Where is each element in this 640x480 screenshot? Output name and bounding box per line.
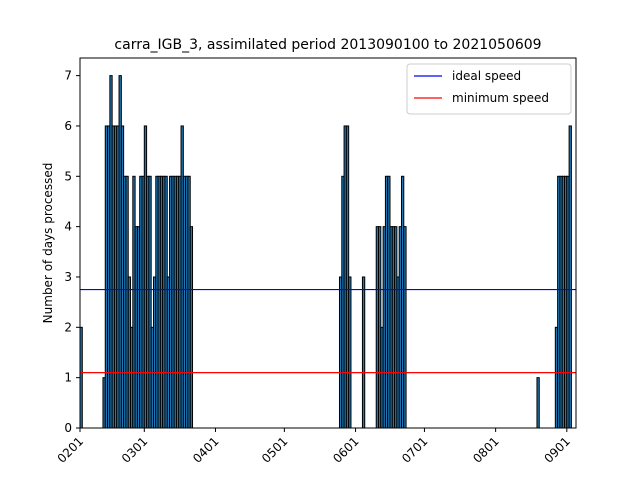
y-tick-label: 0: [64, 421, 72, 435]
bar-day-213: [568, 125, 572, 429]
chart-title: carra_IGB_3, assimilated period 20130901…: [114, 37, 541, 53]
y-axis-ticks: 0 1 2 3 4 5 6 7: [64, 69, 80, 435]
y-tick-label: 5: [64, 169, 72, 183]
legend: ideal speed minimum speed: [406, 63, 572, 115]
y-tick-label: 7: [64, 69, 72, 83]
legend-box: [406, 63, 572, 115]
bar-day-117: [348, 276, 352, 429]
y-tick-label: 1: [64, 371, 72, 385]
y-tick-label: 3: [64, 270, 72, 284]
legend-label-ideal-speed: ideal speed: [452, 69, 521, 83]
bar-day-48: [189, 226, 194, 429]
bar-day-141: [403, 226, 407, 429]
y-tick-label: 4: [64, 220, 72, 234]
y-tick-label: 2: [64, 320, 72, 334]
plot-frame: [79, 57, 577, 429]
bar-day-123: [361, 276, 366, 429]
bar-day-199: [536, 377, 540, 429]
y-tick-label: 6: [64, 119, 72, 133]
reference-lines-group: [80, 288, 576, 374]
legend-label-minimum-speed: minimum speed: [452, 91, 549, 105]
y-axis-label: Number of days processed: [41, 163, 55, 324]
